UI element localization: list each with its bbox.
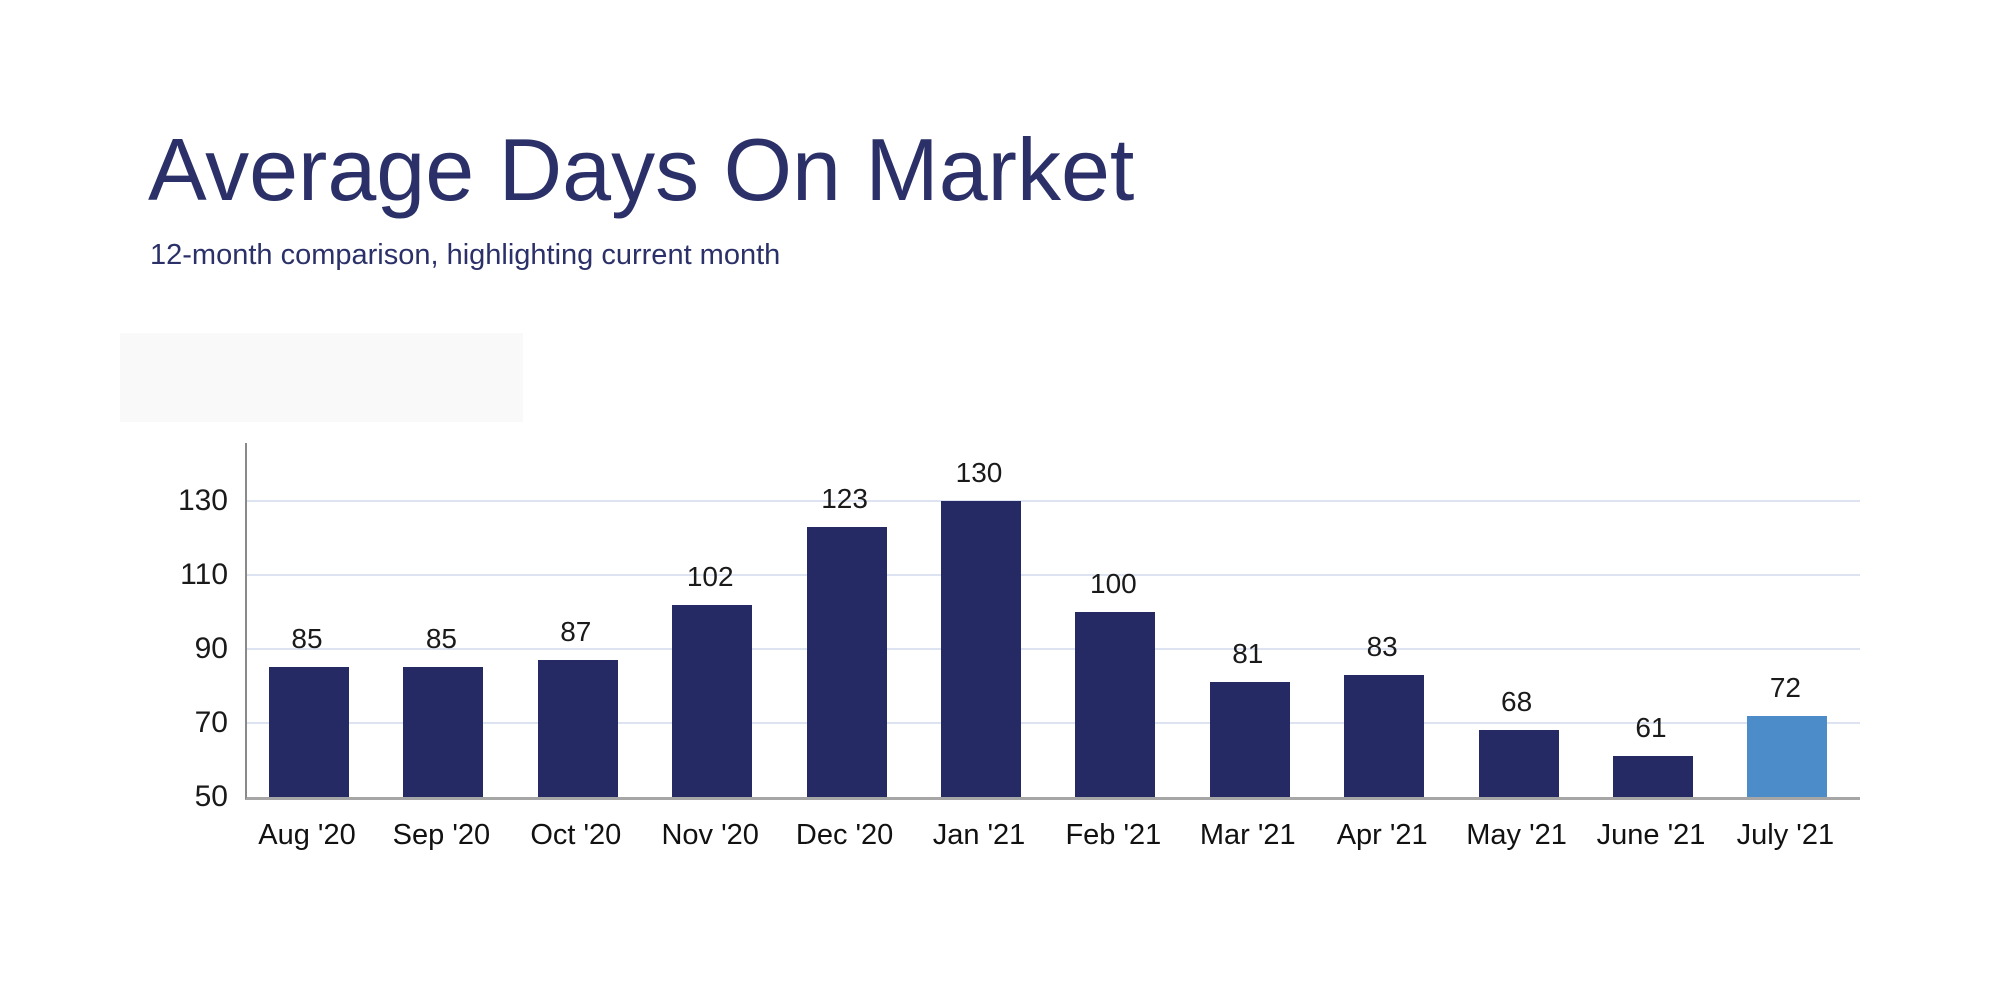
bar-dec-20 — [806, 527, 887, 797]
bar-value-label: 130 — [955, 457, 1003, 488]
x-tick-label-sep-20: Sep '20 — [392, 819, 491, 851]
bar-feb-21 — [1075, 612, 1156, 797]
bar-value-label: 123 — [821, 483, 868, 514]
bar-jan-21 — [941, 501, 1021, 797]
bar-sep-20 — [403, 667, 484, 797]
x-tick-label-mar-21: Mar '21 — [1199, 819, 1296, 851]
y-tick-label-70: 70 — [194, 706, 228, 739]
bar-july-21 — [1747, 716, 1828, 797]
bar-june-21 — [1613, 756, 1693, 797]
gridline-y-130 — [247, 500, 1860, 502]
bar-mar-21 — [1209, 682, 1290, 797]
x-tick-label-feb-21: Feb '21 — [1065, 819, 1162, 851]
y-tick-label-110: 110 — [180, 558, 228, 591]
bar-apr-21 — [1344, 675, 1425, 797]
bar-chart-plot-area — [245, 443, 1860, 800]
bar-value-label: 87 — [560, 616, 592, 647]
bar-aug-20 — [269, 667, 349, 797]
y-tick-label-130: 130 — [177, 484, 228, 517]
chart-background-panel — [120, 333, 523, 422]
bar-value-label: 72 — [1769, 672, 1801, 703]
bar-value-label: 100 — [1090, 568, 1137, 599]
bar-value-label: 83 — [1366, 631, 1398, 662]
chart-title: Average Days On Market — [148, 120, 1135, 219]
x-tick-label-apr-21: Apr '21 — [1336, 819, 1428, 851]
x-tick-label-dec-20: Dec '20 — [795, 819, 894, 851]
x-tick-label-june-21: June '21 — [1596, 819, 1706, 851]
chart-subtitle: 12-month comparison, highlighting curren… — [150, 239, 781, 271]
y-tick-label-90: 90 — [194, 632, 228, 665]
bar-nov-20 — [672, 605, 753, 797]
bar-value-label: 81 — [1232, 638, 1264, 669]
x-tick-label-july-21: July '21 — [1736, 819, 1835, 851]
bar-oct-20 — [537, 660, 618, 797]
bar-value-label: 102 — [686, 561, 734, 592]
bar-value-label: 85 — [291, 623, 323, 654]
x-tick-label-jan-21: Jan '21 — [932, 819, 1026, 851]
bar-value-label: 85 — [425, 623, 457, 654]
x-tick-label-nov-20: Nov '20 — [661, 819, 759, 851]
x-tick-label-oct-20: Oct '20 — [530, 819, 622, 851]
x-tick-label-aug-20: Aug '20 — [258, 819, 356, 851]
bar-value-label: 61 — [1635, 712, 1667, 743]
x-tick-label-may-21: May '21 — [1466, 819, 1567, 851]
bar-may-21 — [1478, 730, 1559, 797]
y-tick-label-50: 50 — [194, 780, 228, 813]
bar-value-label: 68 — [1501, 686, 1533, 717]
